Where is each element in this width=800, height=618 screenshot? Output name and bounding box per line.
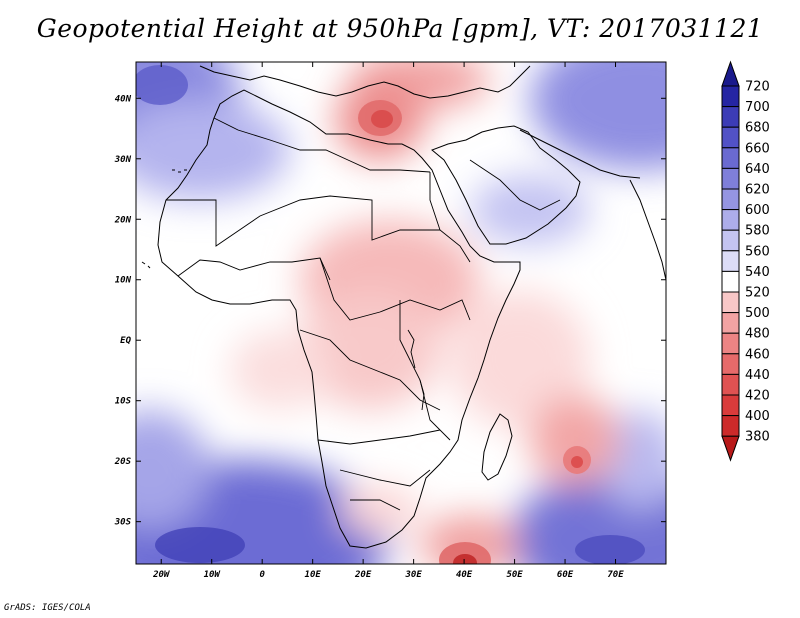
y-tick-label: EQ [120,336,131,346]
colorbar-top-triangle [721,60,740,87]
x-tick-label: 10E [305,570,322,580]
colorbar-label: 400 [745,409,770,424]
x-tick-label: 20E [354,570,372,580]
colorbar-segment [721,209,740,231]
borders [166,117,561,511]
canary-islands [172,169,187,173]
y-tick-label: 30N [114,155,132,165]
colorbar-label: 660 [745,141,770,156]
field-layer [136,62,666,564]
x-tick-label: 10W [204,570,222,580]
x-tick-label: 70E [607,570,624,580]
x-tick-label: 30E [404,570,422,580]
colorbar-segment [721,188,740,211]
y-tick-label: 40N [115,94,132,104]
border-congo [299,329,441,411]
cape-verde [141,261,151,269]
plot-frame [135,61,667,565]
border-sahara-n [213,117,431,173]
colorbar-segment [721,270,740,293]
colorbar-segment [721,85,740,108]
colorbar-segment [721,332,740,355]
colorbar-label: 520 [745,286,770,301]
colorbar-segment [721,394,740,417]
border-arabia [469,159,561,211]
y-tick-label: 10N [115,276,132,286]
border-lakes [407,329,425,411]
india-coast [629,179,666,281]
border-west [177,257,331,281]
colorbar-bottom-triangle [721,435,740,462]
colorbar-segment [721,415,740,437]
colorbar-label: 420 [745,389,770,404]
axes-ticks: 20W 10W 0 10E 20E 30E 40E 50E 60E 70E 40N 30N 20N 10N… [114,62,666,580]
colorbar-segment [721,353,740,375]
colorbar-segment [721,126,740,149]
chart-title: Geopotential Height at 950hPa [gpm], VT:… [36,14,764,43]
x-tick-label: 20W [152,570,171,580]
y-tick-label: 20S [114,457,132,467]
colorbar-label: 640 [745,162,770,177]
x-tick-label: 0 [259,570,265,580]
colorbar-label: 600 [745,203,770,218]
colorbar-label: 680 [745,121,770,136]
border-central [319,257,471,321]
colorbar-segment [721,147,740,169]
colorbar-segment [721,291,740,314]
colorbar-segment [721,312,740,334]
colorbar-label: 720 [745,80,770,95]
madagascar-coast [481,413,513,481]
coastlines [141,65,666,549]
colorbar-label: 540 [745,265,770,280]
colorbar-segment [721,229,740,252]
colorbar-segment [721,373,740,396]
colorbar-label: 620 [745,183,770,198]
y-tick-label: 20N [114,215,132,225]
colorbar-label: 500 [745,306,770,321]
arabia-coast [431,125,581,245]
colorbar-label: 580 [745,224,770,239]
footer-credit: GrADS: IGES/COLA [4,603,91,613]
colorbar-label: 560 [745,244,770,259]
colorbar-label: 460 [745,347,770,362]
y-tick-label: 10S [115,397,132,407]
iran-coast [519,129,641,179]
border-south [317,429,441,511]
x-tick-label: 40E [456,570,473,580]
colorbar-label: 440 [745,368,770,383]
colorbar-label: 480 [745,327,770,342]
x-tick-label: 60E [557,570,574,580]
x-tick-label: 50E [506,570,523,580]
colorbar-segment [721,250,740,272]
colorbar-segment [721,106,740,128]
colorbar-label: 380 [745,430,770,445]
y-tick-label: 30S [114,518,132,528]
border-nile [429,172,471,263]
europe-coast [199,65,531,99]
colorbar-segment [721,167,740,190]
border-sahel [166,195,440,247]
africa-coast [157,89,521,549]
field-cores [136,65,645,564]
colorbar-label: 700 [745,100,770,115]
colorbar: 720 700 680 660 640 620 600 580 560 540 520 500 480 4… [721,60,770,462]
